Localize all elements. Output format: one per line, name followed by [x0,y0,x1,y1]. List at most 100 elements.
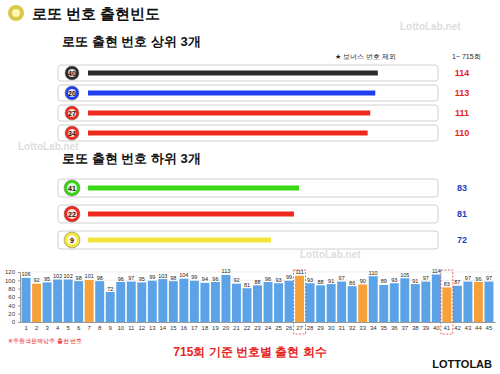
tick: 39 [422,325,429,331]
value-label: 111 [455,108,469,118]
tick: 1 [24,325,28,331]
bar [88,238,271,243]
tick-label: 7 [88,325,92,331]
tick-mark [18,289,20,290]
tick-label: 25 [275,325,282,331]
tick: 80 [8,286,20,292]
bar [463,282,472,322]
tick-label: 36 [391,325,398,331]
caption: 715회 기준 번호별 출현 회수 [173,345,326,359]
tick: 22 [244,325,251,331]
row-panel [58,205,438,223]
bar [179,279,188,322]
data-label: 93 [275,277,281,283]
tick-label: 20 [8,311,15,317]
bar [453,286,462,322]
data-label: 95 [44,276,50,282]
bar [88,212,294,217]
bar [88,71,378,76]
tick: 29 [317,325,324,331]
bar [85,280,94,322]
tick: 16 [181,325,188,331]
tick-label: 16 [181,325,188,331]
bar [88,91,375,96]
row-panel [58,65,438,81]
tick-label: 32 [349,325,356,331]
tick-label: 1 [24,325,28,331]
tick-label: 23 [254,325,261,331]
bar [74,281,83,322]
tick-label: 60 [8,294,15,300]
tick: 7 [88,325,92,331]
tick-label: 2 [35,325,39,331]
data-label: 97 [128,275,134,281]
bar [116,282,125,322]
tick-label: 33 [359,325,366,331]
ball-label: 34 [68,130,76,137]
tick-label: 35 [380,325,387,331]
tick: 100 [5,278,20,284]
data-label: 88 [318,279,324,285]
bar [64,280,73,323]
ball [64,232,80,248]
tick: 20 [8,311,20,317]
bar [221,275,230,322]
ball-face [68,109,76,117]
ball-face [68,89,76,97]
ball [64,206,80,222]
tick-label: 0 [12,319,16,325]
bar [22,278,31,322]
bar [253,285,262,322]
y-axis: 0 20 40 60 80 100 120 [5,269,21,325]
tick: 26 [286,325,293,331]
note: 1~ 715회 [452,53,481,60]
note: ★ 보너스 번호 제외 [335,53,396,60]
ball [64,180,80,196]
tick: 23 [254,325,261,331]
ball-label: 41 [68,185,76,192]
tick-label: 4 [56,325,60,331]
value-label: 110 [455,128,470,138]
bar [106,292,115,322]
tick: 18 [202,325,209,331]
ball [65,126,79,140]
tick: 37 [401,325,408,331]
subtitle: 로또 출현 번호 상위 3개 [62,34,201,49]
tick-label: 120 [5,269,16,275]
data-label: 114 [432,268,441,274]
bar [211,282,220,322]
bar [358,285,367,323]
tick: 45 [486,325,493,331]
watermark: LottoLab.net [400,21,461,32]
bar [432,275,441,323]
tick: 44 [475,325,482,331]
data-label: 91 [412,278,418,284]
tick-label: 40 [8,303,15,309]
tick: 24 [265,325,272,331]
ball [65,86,79,100]
ball-face [67,183,77,193]
tick: 33 [359,325,366,331]
value-label: 81 [457,209,467,219]
data-label: 92 [34,277,40,283]
axis-line [18,273,21,323]
data-label: 96 [475,276,481,282]
row-panel [58,85,438,101]
bar [264,282,273,322]
ball-label: 20 [68,90,76,97]
bar [442,287,451,322]
tick-label: 18 [202,325,209,331]
tick-label: 28 [307,325,314,331]
bar [474,282,483,322]
tick-mark [18,305,20,306]
data-label: 98 [97,275,103,281]
highlight-box [441,270,453,334]
tick: 19 [212,325,219,331]
ball-face [68,129,76,137]
data-label: 89 [381,278,387,284]
bar [274,283,283,322]
bar [390,283,399,322]
tick: 34 [370,325,377,331]
value-label: 83 [457,183,467,193]
tick-label: 6 [77,325,81,331]
